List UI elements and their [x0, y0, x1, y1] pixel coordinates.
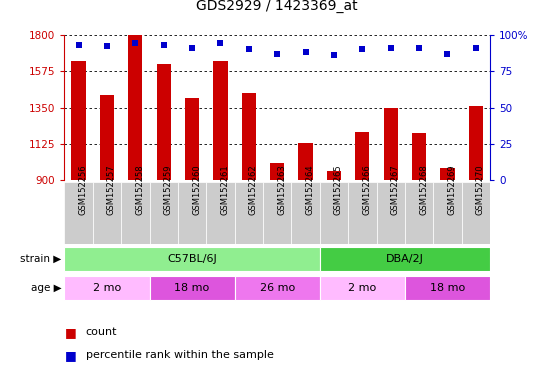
Bar: [100, 94, 114, 180]
Text: 26 mo: 26 mo: [260, 283, 295, 293]
Text: GSM152264: GSM152264: [306, 164, 315, 215]
Bar: [263, 182, 291, 244]
Bar: [178, 182, 206, 244]
Point: [329, 52, 338, 58]
Bar: [128, 35, 142, 180]
Bar: [320, 276, 405, 300]
Point: [188, 45, 197, 51]
Bar: [206, 182, 235, 244]
Text: ■: ■: [64, 326, 76, 339]
Point: [386, 45, 395, 51]
Bar: [235, 182, 263, 244]
Bar: [461, 182, 490, 244]
Point: [131, 40, 140, 46]
Bar: [384, 108, 398, 180]
Point: [244, 46, 253, 52]
Bar: [348, 182, 376, 244]
Bar: [64, 182, 93, 244]
Bar: [64, 247, 320, 271]
Text: GSM152265: GSM152265: [334, 164, 343, 215]
Point: [102, 43, 111, 49]
Bar: [320, 182, 348, 244]
Text: age ▶: age ▶: [31, 283, 62, 293]
Bar: [235, 276, 320, 300]
Point: [358, 46, 367, 52]
Text: strain ▶: strain ▶: [20, 254, 62, 264]
Bar: [72, 61, 86, 180]
Bar: [376, 182, 405, 244]
Bar: [320, 247, 490, 271]
Bar: [93, 182, 121, 244]
Bar: [150, 182, 178, 244]
Text: GSM152270: GSM152270: [476, 164, 485, 215]
Text: GSM152258: GSM152258: [136, 164, 144, 215]
Bar: [121, 182, 150, 244]
Bar: [298, 143, 312, 180]
Bar: [291, 182, 320, 244]
Text: 2 mo: 2 mo: [348, 283, 376, 293]
Bar: [185, 98, 199, 180]
Bar: [327, 171, 341, 180]
Bar: [405, 182, 433, 244]
Text: DBA/2J: DBA/2J: [386, 254, 424, 264]
Text: GSM152269: GSM152269: [447, 164, 456, 215]
Bar: [405, 276, 490, 300]
Bar: [433, 182, 461, 244]
Text: C57BL/6J: C57BL/6J: [167, 254, 217, 264]
Point: [414, 45, 423, 51]
Bar: [213, 61, 227, 180]
Text: GSM152268: GSM152268: [419, 164, 428, 215]
Bar: [157, 64, 171, 180]
Text: 2 mo: 2 mo: [93, 283, 121, 293]
Text: GDS2929 / 1423369_at: GDS2929 / 1423369_at: [197, 0, 358, 13]
Bar: [242, 93, 256, 180]
Text: GSM152267: GSM152267: [391, 164, 400, 215]
Text: GSM152262: GSM152262: [249, 164, 258, 215]
Point: [273, 50, 282, 56]
Text: count: count: [86, 327, 117, 337]
Bar: [440, 167, 455, 180]
Point: [74, 42, 83, 48]
Text: GSM152256: GSM152256: [78, 164, 87, 215]
Text: 18 mo: 18 mo: [430, 283, 465, 293]
Point: [472, 45, 480, 51]
Text: GSM152259: GSM152259: [164, 164, 172, 215]
Text: ■: ■: [64, 349, 76, 362]
Text: GSM152263: GSM152263: [277, 164, 286, 215]
Point: [216, 40, 225, 46]
Bar: [412, 134, 426, 180]
Bar: [355, 132, 370, 180]
Point: [443, 50, 452, 56]
Bar: [64, 276, 150, 300]
Text: percentile rank within the sample: percentile rank within the sample: [86, 350, 273, 360]
Text: GSM152257: GSM152257: [107, 164, 116, 215]
Text: 18 mo: 18 mo: [175, 283, 209, 293]
Text: GSM152266: GSM152266: [362, 164, 371, 215]
Text: GSM152260: GSM152260: [192, 164, 201, 215]
Text: GSM152261: GSM152261: [221, 164, 230, 215]
Bar: [270, 163, 284, 180]
Bar: [150, 276, 235, 300]
Point: [301, 49, 310, 55]
Bar: [469, 106, 483, 180]
Point: [159, 42, 168, 48]
